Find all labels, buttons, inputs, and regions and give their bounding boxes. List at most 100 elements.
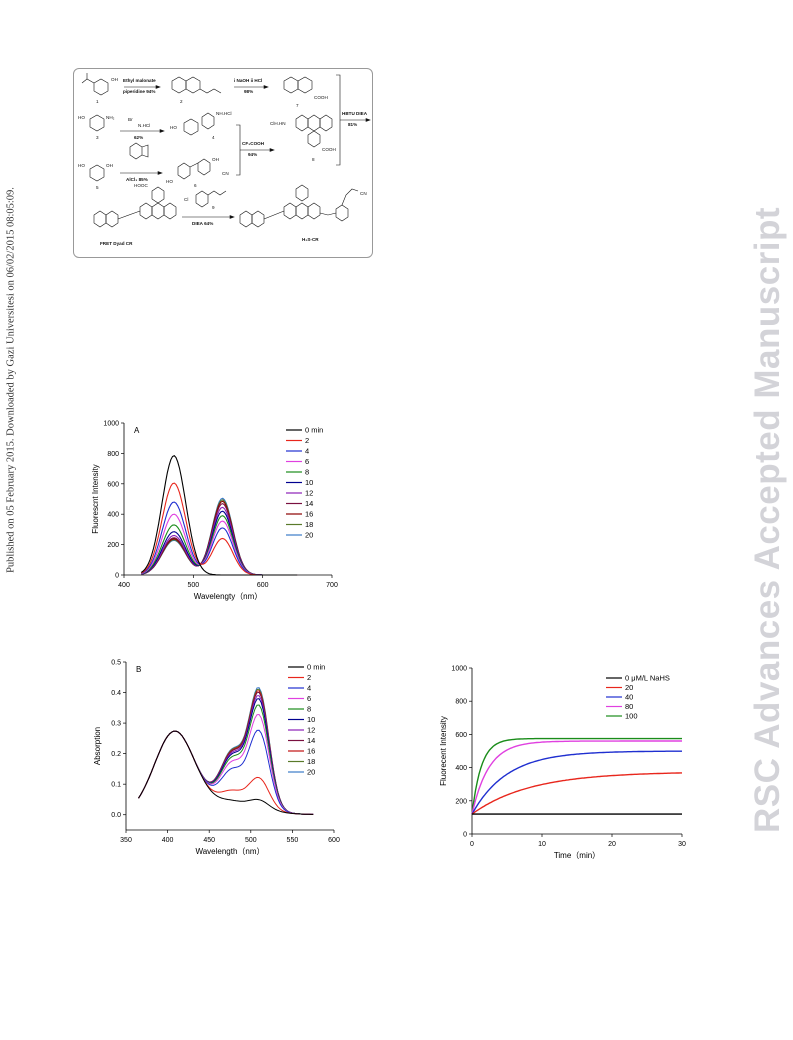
phthalic-anhydride-structure bbox=[129, 142, 149, 160]
x-tick-label: 400 bbox=[162, 837, 174, 844]
x-tick-label: 500 bbox=[187, 582, 199, 589]
x-tick-label: 0 bbox=[470, 841, 474, 848]
reagent-yield-81: 81% bbox=[348, 122, 357, 127]
series-line bbox=[138, 730, 314, 815]
legend-entry: 8 bbox=[307, 705, 311, 714]
series-line bbox=[138, 688, 314, 815]
legend-entry: 16 bbox=[307, 747, 315, 756]
ho-group-label-4: HO bbox=[170, 125, 177, 130]
publication-side-note: Published on 05 February 2015. Downloade… bbox=[2, 120, 20, 640]
chart-b-absorption: 350 400 450 500 550 600 0.0 0.1 0.2 0.3 0.4 0.5 Wave… bbox=[92, 650, 362, 870]
compound-number-1: 1 bbox=[96, 99, 99, 104]
legend-entry: 14 bbox=[305, 499, 313, 508]
compound-number-4: 4 bbox=[212, 135, 215, 140]
panel-letter: A bbox=[134, 426, 140, 435]
chart-a-svg: 400 500 600 700 0 200 400 600 800 1000 Wavelengty（… bbox=[91, 421, 338, 602]
y-tick-label: 800 bbox=[455, 699, 467, 706]
compound-3-structure bbox=[89, 114, 105, 132]
reagent-n-hcl: N.HCl bbox=[138, 123, 150, 128]
legend-entry: 6 bbox=[307, 694, 311, 703]
legend-entry: 0 μM/L NaHS bbox=[625, 674, 670, 683]
legend-entry: 10 bbox=[305, 478, 313, 487]
publication-note-text: Published on 05 February 2015. Downloade… bbox=[5, 187, 17, 573]
y-tick-label: 400 bbox=[107, 512, 119, 519]
hooc-group-label: HOOC bbox=[134, 183, 148, 188]
reagent-br: Br bbox=[128, 117, 133, 122]
x-axis-label: Wavelengty（nm） bbox=[194, 592, 263, 601]
x-tick-label: 400 bbox=[118, 582, 130, 589]
y-tick-label: 1000 bbox=[451, 666, 467, 673]
compound-number-2: 2 bbox=[180, 99, 183, 104]
series-line bbox=[471, 740, 682, 815]
cooh-group-label-8: COOH bbox=[322, 147, 336, 152]
ho-group-label-3: HO bbox=[78, 115, 85, 120]
ho-group-label-6: HO bbox=[166, 179, 173, 184]
accepted-manuscript-watermark: RSC Advances Accepted Manuscript bbox=[738, 207, 793, 833]
compound-7-structure bbox=[283, 76, 313, 94]
compound-5-structure bbox=[89, 164, 105, 182]
legend-entry: 18 bbox=[305, 520, 313, 529]
reagent-yield-62: 62% bbox=[134, 135, 143, 140]
scheme-drawing: OH 1 Ethyl malonate piperidine 94% 2 i N… bbox=[78, 73, 371, 246]
compound-4-structure bbox=[183, 112, 215, 136]
scheme-bracket bbox=[336, 74, 341, 166]
legend-entry: 100 bbox=[625, 712, 638, 721]
nh-hcl-group-label: NH.HCl bbox=[216, 111, 232, 116]
chart-c-kinetics: 0 10 20 30 0 200 400 600 800 1000 Time（min） Fluorec… bbox=[418, 652, 708, 872]
watermark-text: RSC Advances Accepted Manuscript bbox=[748, 206, 787, 834]
x-tick-label: 30 bbox=[678, 841, 686, 848]
x-tick-label: 600 bbox=[257, 582, 269, 589]
chart-c-svg: 0 10 20 30 0 200 400 600 800 1000 Time（min） Fluorec… bbox=[439, 666, 686, 861]
legend-entry: 20 bbox=[307, 768, 315, 777]
x-tick-label: 350 bbox=[120, 837, 132, 844]
compound-2-structure bbox=[171, 76, 222, 94]
legend-entry: 12 bbox=[307, 726, 315, 735]
synthesis-scheme: OH 1 Ethyl malonate piperidine 94% 2 i N… bbox=[73, 68, 373, 258]
y-tick-label: 0 bbox=[115, 573, 119, 580]
legend-entry: 8 bbox=[305, 468, 309, 477]
y-tick-label: 800 bbox=[107, 451, 119, 458]
compound-number-5: 5 bbox=[96, 185, 99, 190]
y-tick-label: 200 bbox=[107, 542, 119, 549]
ho-group-label-5: HO bbox=[78, 163, 85, 168]
reagent-hbtu-diea: HBTU DIEA bbox=[342, 111, 368, 116]
series-line bbox=[138, 695, 314, 815]
reagent-naoh-hcl: i NaOH ii HCl bbox=[234, 78, 262, 83]
cl-group-label: Cl bbox=[184, 197, 188, 202]
clh-hn-group-label: ClH.HN bbox=[270, 121, 286, 126]
h2s-cr-structure bbox=[239, 184, 359, 228]
compound-number-3: 3 bbox=[96, 135, 99, 140]
x-tick-label: 450 bbox=[203, 837, 215, 844]
chart-a-fluorescence: 400 500 600 700 0 200 400 600 800 1000 Wavelengty（… bbox=[90, 408, 360, 628]
y-tick-label: 400 bbox=[455, 765, 467, 772]
y-tick-label: 1000 bbox=[103, 421, 119, 428]
y-axis-label: Fluorescnt Intensity bbox=[91, 464, 100, 533]
y-tick-label: 0.5 bbox=[111, 660, 121, 667]
y-tick-label: 200 bbox=[455, 798, 467, 805]
reagent-alcl3: AlCl₃ 85% bbox=[126, 177, 148, 182]
x-axis-label: Wavelength（nm） bbox=[195, 847, 264, 856]
legend-entry: 14 bbox=[307, 736, 315, 745]
compound-number-9: 9 bbox=[212, 205, 215, 210]
y-tick-label: 0.3 bbox=[111, 721, 121, 728]
legend-entry: 10 bbox=[307, 715, 315, 724]
legend-entry: 6 bbox=[305, 457, 309, 466]
scheme-bracket-2 bbox=[236, 124, 241, 176]
compound-8-structure bbox=[295, 114, 333, 148]
legend-entry: 20 bbox=[305, 531, 313, 540]
y-axis-label: Fluorecent Intensity bbox=[439, 716, 448, 786]
series-line bbox=[471, 737, 682, 815]
y-tick-label: 600 bbox=[455, 732, 467, 739]
legend-entry: 4 bbox=[305, 447, 309, 456]
reagent-ethyl-malonate: Ethyl malonate bbox=[123, 78, 156, 83]
compound-1-structure bbox=[81, 73, 109, 96]
series-line bbox=[471, 750, 682, 815]
legend-entry: 12 bbox=[305, 489, 313, 498]
series-line bbox=[138, 690, 314, 815]
legend-entry: 40 bbox=[625, 693, 633, 702]
legend-entry: 0 min bbox=[307, 663, 325, 672]
cooh-group-label: COOH bbox=[314, 95, 328, 100]
panel-letter: B bbox=[136, 665, 141, 674]
y-axis-label: Absorption bbox=[93, 727, 102, 765]
y-tick-label: 0.1 bbox=[111, 782, 121, 789]
